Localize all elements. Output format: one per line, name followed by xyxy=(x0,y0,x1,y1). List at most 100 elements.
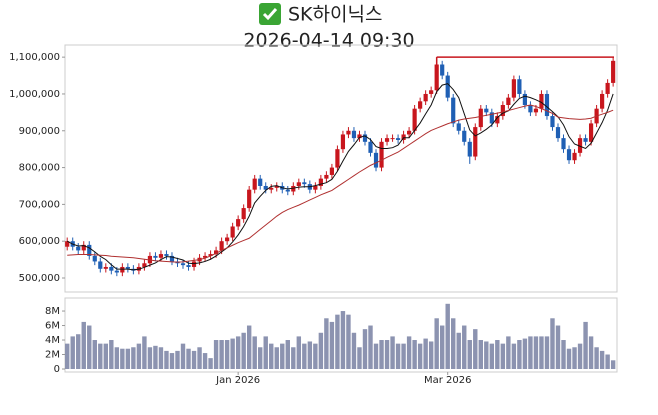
candle-body xyxy=(462,130,467,142)
volume-bar xyxy=(318,332,324,369)
candle-body xyxy=(120,266,125,273)
candle-body xyxy=(456,123,461,131)
candle-body xyxy=(285,189,290,192)
volume-bar xyxy=(98,343,103,369)
candle-body xyxy=(302,182,307,185)
volume-bar xyxy=(291,347,296,369)
candle-body xyxy=(605,82,610,94)
volume-bar xyxy=(258,347,263,369)
x-tick-label: Jan 2026 xyxy=(215,375,260,386)
y-tick-label: 1,100,000 xyxy=(9,52,60,63)
volume-bar xyxy=(285,340,290,369)
candle-body xyxy=(566,149,572,161)
candle-body xyxy=(495,116,500,124)
chart-subtitle: 2026-04-14 09:30 xyxy=(243,30,414,52)
volume-bar xyxy=(550,318,555,369)
volume-bar xyxy=(241,332,246,369)
volume-bar xyxy=(500,343,506,369)
volume-bar xyxy=(103,343,109,369)
volume-bar xyxy=(445,303,450,369)
candle-body xyxy=(357,134,362,139)
volume-bar xyxy=(577,343,583,369)
candle-body xyxy=(473,127,478,157)
candle-body xyxy=(103,266,108,269)
candle-body xyxy=(533,108,539,113)
candle-body xyxy=(247,189,252,209)
y-tick-label: 900,000 xyxy=(19,126,60,137)
volume-bar xyxy=(70,336,75,369)
candle-body xyxy=(186,265,191,267)
candle-body xyxy=(335,149,340,168)
candle-body xyxy=(362,134,368,142)
volume-bar xyxy=(169,353,175,369)
candle-body xyxy=(269,187,274,190)
candle-body xyxy=(92,255,97,262)
volume-bar xyxy=(605,354,610,369)
candle-body xyxy=(434,64,439,91)
candle-body xyxy=(169,255,175,262)
candle-body xyxy=(164,254,169,256)
volume-bar xyxy=(180,343,186,369)
volume-bar xyxy=(384,340,390,369)
candle-body xyxy=(340,134,346,150)
volume-bar xyxy=(335,314,340,369)
volume-bar xyxy=(208,358,213,369)
volume-bar xyxy=(235,336,241,369)
candle-body xyxy=(390,138,395,140)
candle-body xyxy=(252,178,257,190)
candle-body xyxy=(511,79,516,98)
volume-bar xyxy=(329,321,335,369)
candle-body xyxy=(214,250,219,255)
candle-body xyxy=(489,112,494,124)
volume-bar xyxy=(423,338,428,369)
candle-body xyxy=(412,108,417,131)
volume-bar xyxy=(125,348,131,369)
volume-tick-label: 0 xyxy=(54,364,60,375)
volume-bar xyxy=(434,318,439,369)
volume-bar xyxy=(120,348,125,369)
volume-bar xyxy=(252,336,257,369)
candle-body xyxy=(346,130,351,135)
volume-bar xyxy=(65,343,70,369)
volume-bar xyxy=(583,321,588,369)
volume-bar xyxy=(533,336,539,369)
candle-body xyxy=(324,174,329,179)
volume-tick-label: 4M xyxy=(45,335,60,346)
candle-body xyxy=(81,244,86,251)
candle-body xyxy=(555,127,561,139)
candle-body xyxy=(572,152,577,161)
volume-tick-label: 6M xyxy=(45,321,60,332)
candle-body xyxy=(506,97,511,106)
candle-body xyxy=(158,254,164,258)
volume-bar xyxy=(412,340,417,369)
candle-body xyxy=(263,185,268,190)
volume-bar xyxy=(158,347,164,369)
volume-bar xyxy=(114,347,120,369)
candle-body xyxy=(561,138,566,150)
candle-body xyxy=(600,93,605,109)
volume-bar xyxy=(142,336,147,369)
volume-bar xyxy=(76,334,81,369)
candle-body xyxy=(76,246,81,251)
volume-bar xyxy=(219,340,224,369)
volume-bar xyxy=(351,332,357,369)
volume-bar xyxy=(246,325,252,369)
candle-body xyxy=(522,93,528,106)
volume-bar xyxy=(406,336,412,369)
candle-body xyxy=(401,134,406,140)
volume-bar xyxy=(274,347,279,369)
candle-body xyxy=(379,141,384,168)
candle-body xyxy=(373,152,379,168)
candle-body xyxy=(407,130,412,135)
volume-bar xyxy=(544,336,550,369)
candle-body xyxy=(65,241,70,247)
volume-bar xyxy=(588,336,594,369)
x-tick-label: Mar 2026 xyxy=(424,375,472,386)
volume-bar xyxy=(307,341,313,369)
volume-bar xyxy=(395,343,401,369)
candle-body xyxy=(423,93,428,102)
volume-bar xyxy=(561,340,566,369)
volume-bar xyxy=(280,343,285,369)
candle-body xyxy=(125,266,130,269)
